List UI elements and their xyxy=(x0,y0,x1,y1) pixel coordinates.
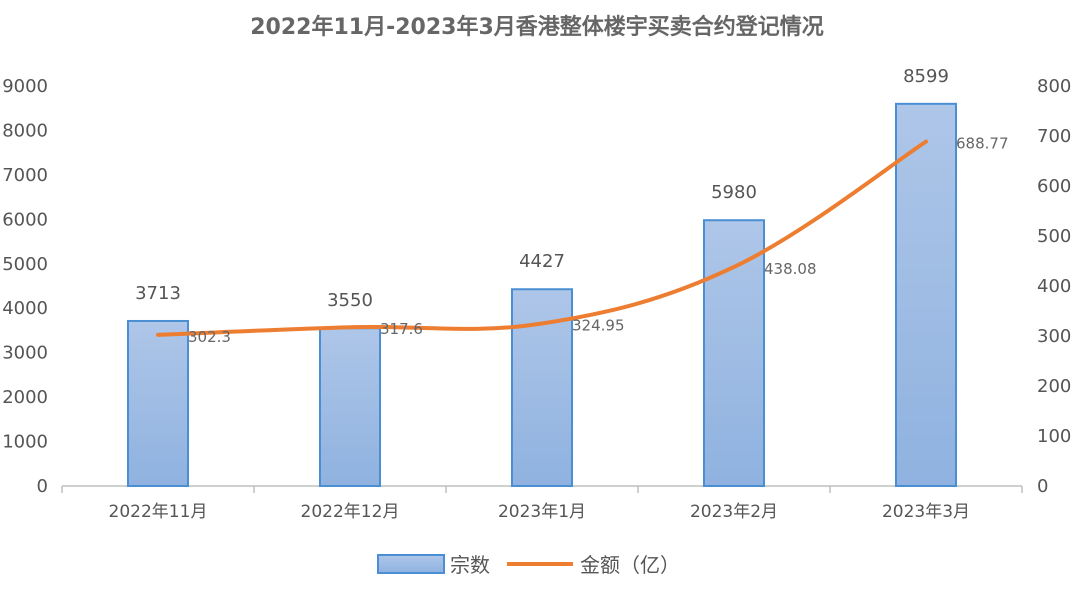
bar-value-label: 5980 xyxy=(711,182,757,203)
y-left-tick-label: 0 xyxy=(37,476,48,497)
y-left-tick-label: 9000 xyxy=(2,76,48,97)
bars xyxy=(127,102,957,487)
line-value-label: 438.08 xyxy=(764,260,817,278)
y-right-tick-label: 300 xyxy=(1037,326,1071,347)
y-right-tick-label: 700 xyxy=(1037,126,1071,147)
y-right-tick-label: 500 xyxy=(1037,226,1071,247)
x-tick-label: 2022年11月 xyxy=(109,502,208,522)
y-right-tick-label: 600 xyxy=(1037,176,1071,197)
chart-title: 2022年11月-2023年3月香港整体楼宇买卖合约登记情况 xyxy=(250,14,824,40)
legend: 宗数 金额（亿） xyxy=(377,553,680,577)
x-tick-label: 2023年3月 xyxy=(882,502,970,522)
data-labels: 3713 3550 4427 5980 8599 302.3 317.6 324.95 438.… xyxy=(135,66,1008,346)
bar-value-label: 3550 xyxy=(327,290,373,311)
line-value-label: 317.6 xyxy=(380,320,423,338)
line-value-label: 324.95 xyxy=(572,317,625,335)
y-left-tick-label: 7000 xyxy=(2,165,48,186)
y-right-tick-label: 200 xyxy=(1037,376,1071,397)
y-right-tick-label: 800 xyxy=(1037,76,1071,97)
line-series xyxy=(156,139,928,337)
axes: 2022年11月 2022年12月 2023年1月 2023年2月 2023年3月 0 10… xyxy=(2,76,1071,522)
y-left-tick-label: 1000 xyxy=(2,432,48,453)
x-tick-label: 2023年2月 xyxy=(690,502,778,522)
bar-value-label: 4427 xyxy=(519,251,565,272)
x-tick-label: 2023年1月 xyxy=(498,502,586,522)
legend-bar-label: 宗数 xyxy=(450,553,490,577)
bar xyxy=(127,319,189,487)
y-left-tick-label: 3000 xyxy=(2,343,48,364)
y-left-tick-label: 5000 xyxy=(2,254,48,275)
bar xyxy=(895,102,957,487)
y-left-tick-label: 4000 xyxy=(2,298,48,319)
bar-value-label: 8599 xyxy=(903,66,949,87)
y-left-tick-label: 8000 xyxy=(2,120,48,141)
y-right-tick-label: 400 xyxy=(1037,276,1071,297)
x-tick-label: 2022年12月 xyxy=(301,502,400,522)
legend-bar-swatch xyxy=(377,554,445,574)
bar-value-label: 3713 xyxy=(135,283,181,304)
y-right-tick-label: 0 xyxy=(1037,476,1048,497)
line-value-label: 302.3 xyxy=(188,328,231,346)
y-right-tick-label: 100 xyxy=(1037,426,1071,447)
bar xyxy=(703,219,765,487)
amount-line xyxy=(156,139,928,337)
line-value-label: 688.77 xyxy=(956,135,1009,153)
y-left-tick-label: 6000 xyxy=(2,209,48,230)
bar xyxy=(319,327,381,487)
y-left-tick-label: 2000 xyxy=(2,387,48,408)
legend-line-label: 金额（亿） xyxy=(580,553,680,577)
